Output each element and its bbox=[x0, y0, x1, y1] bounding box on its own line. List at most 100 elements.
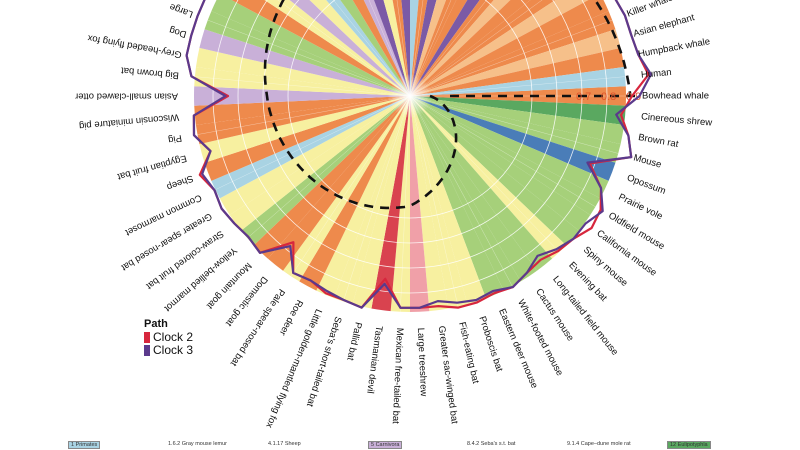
species-label: Mexican free-tailed bat bbox=[390, 328, 405, 425]
wedge bbox=[373, 0, 410, 96]
wedge bbox=[410, 96, 430, 312]
legend-title: Path bbox=[144, 318, 168, 330]
wedge bbox=[193, 86, 410, 106]
species-label: Pallid bat bbox=[344, 321, 364, 362]
wedge bbox=[352, 96, 410, 309]
wedge bbox=[194, 67, 410, 96]
wedge bbox=[410, 96, 449, 312]
footer-legend: 1 Primates 1.6.2 Gray mouse lemur 4.1.17… bbox=[0, 440, 800, 450]
grid-spoke bbox=[409, 0, 543, 97]
species-label: Large treeshrew bbox=[415, 328, 429, 397]
grid-spoke bbox=[409, 95, 560, 253]
footer-badge-primates: 1 Primates bbox=[68, 441, 101, 449]
wedge bbox=[334, 96, 410, 305]
species-label: Fish-eating bat bbox=[456, 321, 481, 385]
footer-badge-eulipotyphla: 12 Eulipotyphla bbox=[667, 441, 711, 449]
legend-item-clock3: Clock 3 bbox=[144, 344, 193, 357]
wedge bbox=[241, 96, 410, 246]
wedge bbox=[410, 11, 616, 97]
legend-label: Clock 2 bbox=[153, 330, 194, 344]
axis-tick-label: 0.7 bbox=[576, 91, 591, 103]
wedge bbox=[410, 96, 601, 215]
grid-spoke bbox=[396, 0, 411, 97]
species-label: Brown rat bbox=[637, 132, 679, 150]
species-label: Bowhead whale bbox=[642, 91, 709, 102]
wedge bbox=[410, 96, 609, 199]
wedge bbox=[219, 96, 410, 215]
footer-item: 8.4.2 Seba's s.t. bat bbox=[467, 441, 516, 447]
wedge bbox=[283, 96, 410, 282]
wedge bbox=[211, 0, 410, 96]
species-label: Large bbox=[168, 1, 195, 20]
wedge bbox=[410, 0, 419, 96]
legend: Path Clock 2 Clock 3 bbox=[144, 318, 193, 357]
species-label: Tasmanian devil bbox=[364, 325, 384, 394]
wedge bbox=[352, 0, 410, 96]
species-label: Pig bbox=[167, 132, 182, 145]
species-label: Grey-headed flying fox bbox=[86, 32, 182, 60]
wedge bbox=[199, 29, 410, 97]
footer-item: 4.1.17 Sheep bbox=[268, 441, 301, 447]
species-label: Asian small-clawed otter bbox=[75, 90, 178, 101]
species-label: Proboscis bat bbox=[476, 315, 504, 373]
wedge bbox=[410, 96, 521, 291]
species-label: Roe deer bbox=[277, 298, 305, 338]
footer-item: 9.1.4 Cape–dune mole rat bbox=[567, 441, 631, 447]
wedge bbox=[410, 67, 626, 96]
wedge bbox=[410, 96, 468, 309]
wedge bbox=[204, 96, 410, 181]
grid-spoke bbox=[194, 76, 411, 97]
grid-spoke bbox=[400, 95, 411, 312]
wedge bbox=[410, 96, 537, 282]
wedge bbox=[229, 96, 410, 231]
wedge bbox=[410, 0, 428, 96]
footer-item: 1.6.2 Gray mouse lemur bbox=[168, 441, 227, 447]
wedge bbox=[410, 96, 486, 305]
wedge bbox=[410, 29, 621, 97]
wedge bbox=[410, 96, 553, 271]
clock-paths bbox=[185, 0, 653, 309]
species-label: Dog bbox=[168, 24, 188, 39]
grid-spoke bbox=[409, 0, 487, 97]
species-label: Mouse bbox=[632, 152, 662, 170]
species-label: Greater sac-winged bat bbox=[436, 325, 460, 425]
wedge bbox=[253, 96, 410, 259]
species-label: Cinereous shrew bbox=[641, 111, 713, 128]
species-label: Asian elephant bbox=[632, 12, 696, 39]
species-label: Pale spear-nosed bat bbox=[228, 287, 287, 369]
grid-spoke bbox=[409, 76, 626, 97]
wedge bbox=[410, 0, 609, 96]
wedge bbox=[410, 0, 468, 96]
wedge bbox=[195, 47, 410, 96]
species-label: Wisconsin miniature pig bbox=[79, 111, 180, 131]
grid-spoke bbox=[409, 19, 613, 97]
grid-spoke bbox=[409, 0, 452, 97]
legend-label: Clock 3 bbox=[153, 343, 194, 357]
axis-tick-label: 0.8 bbox=[601, 91, 616, 103]
wedges bbox=[193, 0, 627, 312]
wedge bbox=[410, 96, 579, 246]
wedge bbox=[211, 96, 410, 199]
grid-spoke bbox=[409, 95, 596, 207]
grid-spoke bbox=[197, 95, 411, 135]
center-glow bbox=[388, 74, 432, 118]
wedge bbox=[390, 96, 410, 312]
species-label: Killer whale bbox=[625, 0, 674, 20]
wedge bbox=[410, 96, 616, 181]
wedge bbox=[410, 96, 621, 163]
grid-spoke bbox=[343, 95, 411, 302]
grid-spoke bbox=[333, 0, 411, 97]
wedge bbox=[410, 96, 591, 231]
wedge bbox=[410, 96, 626, 125]
wedge bbox=[267, 96, 410, 271]
grid-spoke bbox=[368, 0, 411, 97]
grid-spoke bbox=[277, 0, 411, 97]
axis-ticks: 0.7 0.8 0.9 bbox=[450, 91, 641, 103]
legend-item-clock2: Clock 2 bbox=[144, 331, 193, 344]
grid-spoke bbox=[207, 19, 411, 97]
dashed-spiral bbox=[263, 0, 632, 210]
legend-swatch-clock3 bbox=[144, 345, 150, 356]
wedge bbox=[410, 96, 625, 145]
legend-swatch-clock2 bbox=[144, 332, 150, 343]
